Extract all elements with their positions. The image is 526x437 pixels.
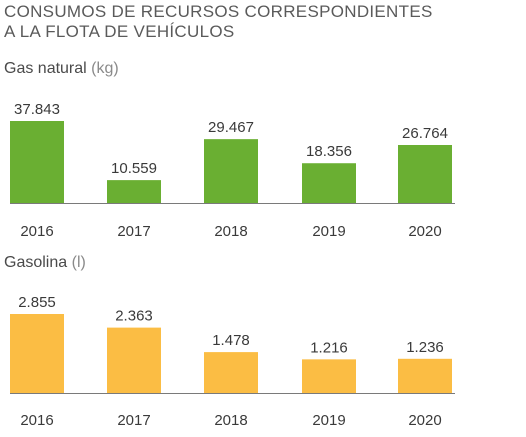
gasolina-value-label-2018: 1.478 — [212, 332, 250, 349]
gasolina-tick-label-2019: 2019 — [312, 412, 345, 429]
gasolina-bar-2018 — [204, 352, 258, 393]
gasolina-chart: 2.855 2016 2.363 2017 1.478 2018 1.216 2019 1.23… — [10, 294, 455, 429]
gasolina-value-label-2017: 2.363 — [115, 308, 153, 325]
gasolina-tick-label-2017: 2017 — [117, 412, 150, 429]
chart-title: CONSUMOS DE RECURSOS CORRESPONDIENTES A … — [4, 2, 433, 42]
gas-natural-value-label-2020: 26.764 — [402, 125, 448, 142]
gasolina-tick-label-2018: 2018 — [214, 412, 247, 429]
gas-natural-bar-2018 — [204, 139, 258, 203]
gas-natural-value-label-2016: 37.843 — [14, 101, 60, 118]
gas-natural-value-label-2018: 29.467 — [208, 119, 254, 136]
gasolina-tick-label-2016: 2016 — [20, 412, 53, 429]
gas-natural-bar-2016 — [10, 121, 64, 203]
gasolina-value-label-2020: 1.236 — [406, 339, 444, 356]
gas-natural-value-label-2019: 18.356 — [306, 143, 352, 160]
gas-natural-tick-label-2018: 2018 — [214, 223, 247, 240]
gas-natural-bar-2017 — [107, 180, 161, 203]
gas-natural-bar-2020 — [398, 145, 452, 203]
chart-title-line-1: CONSUMOS DE RECURSOS CORRESPONDIENTES — [4, 2, 433, 21]
gas-natural-tick-label-2020: 2020 — [408, 223, 441, 240]
gas-natural-title: Gas natural — [4, 60, 87, 77]
gasolina-tick-label-2020: 2020 — [408, 412, 441, 429]
gasolina-value-label-2016: 2.855 — [18, 294, 56, 311]
gas-natural-subtitle: Gas natural (kg) — [4, 60, 119, 78]
gasolina-value-label-2019: 1.216 — [310, 339, 348, 356]
gas-natural-tick-label-2017: 2017 — [117, 223, 150, 240]
gasolina-subtitle: Gasolina (l) — [4, 254, 86, 272]
gas-natural-value-label-2017: 10.559 — [111, 160, 157, 177]
gas-natural-unit: (kg) — [91, 60, 119, 77]
gas-natural-tick-label-2016: 2016 — [20, 223, 53, 240]
gas-natural-bar-2019 — [302, 163, 356, 203]
gasolina-unit: (l) — [71, 254, 86, 271]
gasolina-bar-2017 — [107, 327, 161, 393]
gasolina-title: Gasolina — [4, 254, 68, 271]
gas-natural-tick-label-2019: 2019 — [312, 223, 345, 240]
chart-title-line-2: A LA FLOTA DE VEHÍCULOS — [4, 22, 235, 41]
gasolina-bar-2019 — [302, 359, 356, 393]
gasolina-bar-2016 — [10, 314, 64, 393]
gasolina-bar-2020 — [398, 358, 452, 393]
gas-natural-chart: 37.843 2016 10.559 2017 29.467 2018 18.356 2019… — [10, 101, 455, 240]
